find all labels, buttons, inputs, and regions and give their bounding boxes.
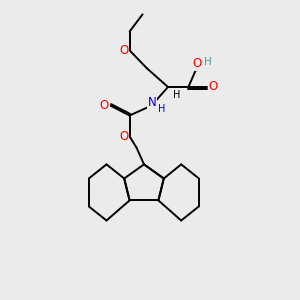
Text: H: H — [173, 89, 180, 100]
Text: O: O — [100, 99, 109, 112]
Text: H: H — [158, 104, 166, 114]
Text: H: H — [204, 57, 212, 67]
Text: N: N — [148, 96, 157, 109]
Text: O: O — [120, 130, 129, 143]
Text: O: O — [208, 80, 217, 94]
Text: O: O — [193, 57, 202, 70]
Text: O: O — [119, 44, 128, 57]
